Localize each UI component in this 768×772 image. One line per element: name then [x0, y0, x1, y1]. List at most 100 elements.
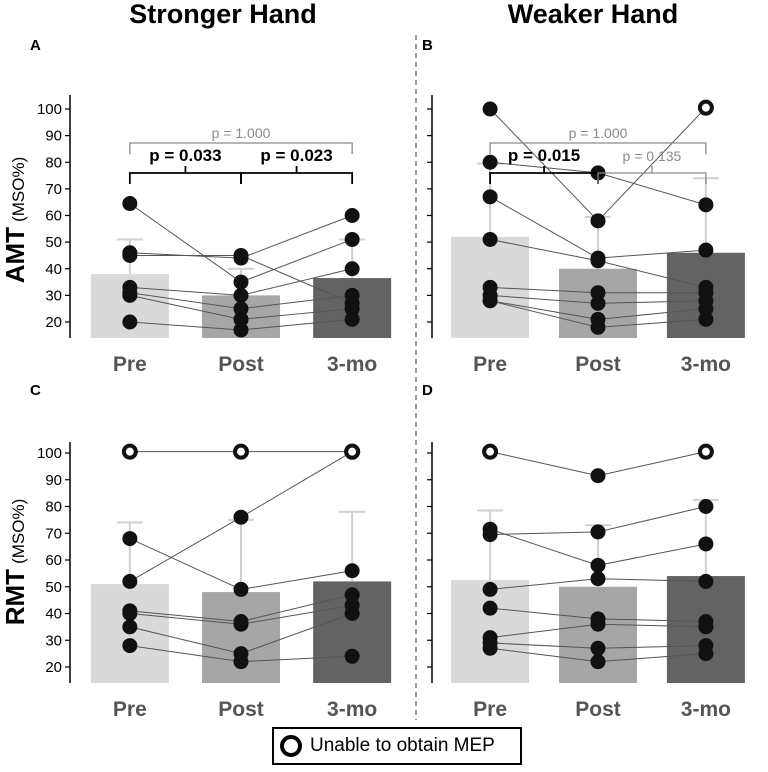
rmt-label: RMT	[0, 569, 30, 625]
subject-line	[490, 647, 599, 663]
data-point	[482, 640, 498, 656]
open-data-point	[697, 443, 714, 460]
data-point	[590, 253, 606, 269]
y-tick-label: 30	[45, 287, 62, 304]
open-data-point	[121, 443, 138, 460]
comparison-bracket	[129, 142, 353, 154]
y-tick-label: 40	[45, 261, 62, 278]
x-tick-label: Post	[575, 698, 621, 721]
subject-line	[597, 653, 706, 663]
data-point	[233, 616, 249, 632]
subject-line	[240, 570, 353, 590]
x-tick-label: 3-mo	[681, 698, 731, 721]
y-tick-label: 60	[45, 208, 62, 225]
subject-line	[490, 300, 599, 320]
data-point	[590, 295, 606, 311]
data-point	[482, 189, 498, 205]
panel-a: 20 30 40 50 60 70 80 90 100 Pre Post 3-mo p = 1.000 p…	[37, 95, 392, 376]
subject-line	[490, 607, 599, 620]
data-point	[233, 247, 249, 263]
data-point	[122, 573, 138, 589]
subject-line	[240, 655, 353, 663]
data-point	[122, 196, 138, 212]
y-tick-label: 50	[45, 579, 62, 596]
subject-line	[129, 645, 242, 663]
subject-line	[597, 318, 706, 328]
subject-line	[597, 107, 707, 222]
p-value-label: p = 0.015	[508, 146, 580, 165]
y-axis-label-rmt: RMT (MSO%)	[0, 499, 30, 626]
panel-d: Pre Post 3-mo	[427, 442, 745, 721]
x-tick-label: Post	[575, 353, 621, 376]
subject-line	[240, 318, 353, 331]
data-point	[233, 274, 249, 290]
subject-line	[490, 578, 599, 590]
data-point	[698, 242, 714, 258]
data-point	[482, 231, 498, 247]
x-tick-label: Pre	[113, 698, 147, 721]
data-point	[122, 531, 138, 547]
y-tick-label: 100	[37, 101, 62, 118]
subject-line	[489, 300, 599, 328]
subject-line	[597, 506, 707, 533]
subject-line	[597, 451, 707, 477]
data-point	[698, 197, 714, 213]
data-point	[590, 468, 606, 484]
p-value-label: p = 1.000	[569, 125, 628, 141]
subject-line	[240, 254, 353, 304]
open-data-point	[482, 443, 499, 460]
comparison-bracket	[489, 172, 599, 184]
rmt-unit: (MSO%)	[9, 499, 28, 564]
data-point	[698, 499, 714, 514]
y-tick-label: 70	[45, 525, 62, 542]
data-point	[233, 654, 249, 670]
data-point	[122, 638, 138, 654]
subject-line	[597, 645, 706, 649]
subject-line	[129, 626, 242, 655]
data-point	[122, 619, 138, 635]
data-point	[233, 287, 249, 303]
panel-b: Pre Post 3-mo p = 1.000 p = 0.015 p = 0.135	[427, 95, 745, 376]
p-value-label: p = 1.000	[212, 125, 271, 141]
subject-line	[490, 286, 599, 294]
open-data-point	[697, 99, 714, 116]
x-tick-label: 3-mo	[327, 353, 377, 376]
data-point	[698, 646, 714, 662]
x-tick-label: Pre	[473, 353, 507, 376]
data-point	[482, 101, 498, 117]
data-point	[344, 648, 360, 664]
x-tick-label: Post	[218, 698, 264, 721]
column-title-weaker: Weaker Hand	[508, 0, 679, 29]
subject-line	[597, 260, 707, 288]
y-tick-label: 70	[45, 181, 62, 198]
data-point	[698, 619, 714, 635]
data-point	[233, 581, 249, 597]
data-point	[590, 571, 606, 587]
subject-line	[129, 203, 242, 283]
comparison-bracket	[489, 142, 707, 154]
subject-line	[129, 538, 242, 590]
p-value-label: p = 0.023	[260, 146, 332, 165]
subject-line	[597, 249, 706, 259]
data-point	[482, 154, 498, 170]
data-point	[122, 287, 138, 303]
subject-line	[490, 623, 599, 639]
subject-line	[597, 308, 706, 320]
panel-letter-d: D	[422, 382, 433, 399]
subject-line	[129, 516, 242, 582]
amt-label: AMT	[0, 227, 30, 283]
data-point	[590, 213, 606, 229]
open-data-point	[233, 443, 249, 460]
y-tick-label: 50	[45, 234, 62, 251]
subject-line	[129, 294, 242, 320]
y-tick-label: 100	[37, 445, 62, 462]
subject-line	[597, 300, 706, 304]
data-point	[698, 536, 714, 552]
subject-line	[597, 543, 706, 566]
subject-line	[240, 604, 353, 625]
y-tick-label: 90	[45, 472, 62, 489]
data-point	[344, 208, 360, 223]
y-tick-label: 30	[45, 632, 62, 649]
y-axis-label-amt: AMT (MSO%)	[0, 157, 30, 284]
